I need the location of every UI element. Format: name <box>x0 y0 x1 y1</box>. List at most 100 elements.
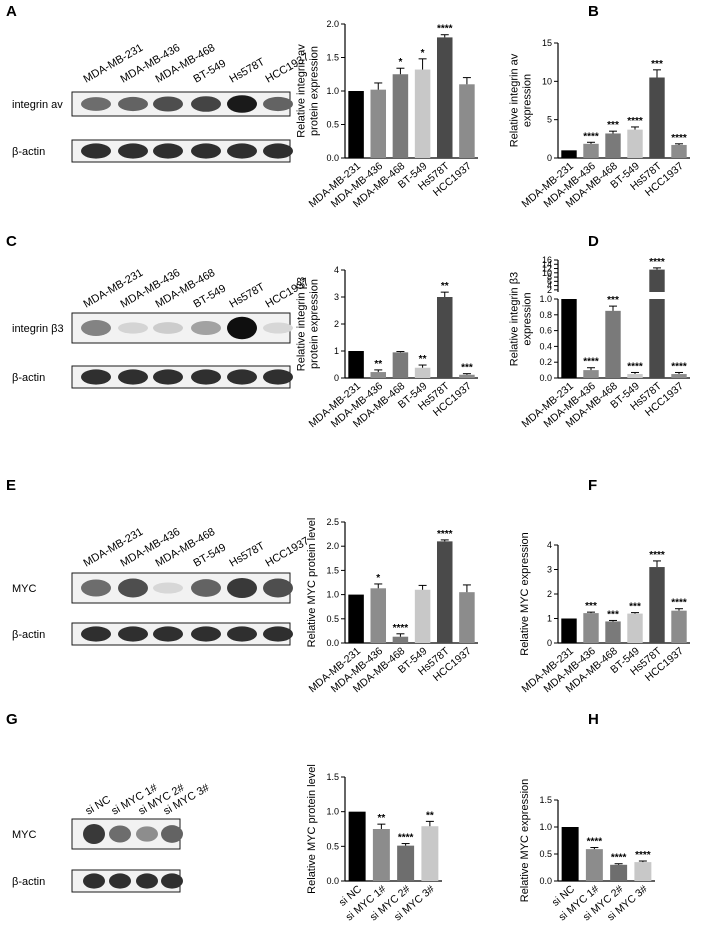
y-tick-label: 1.0 <box>539 822 552 832</box>
y-tick-label: 1.5 <box>326 565 339 575</box>
y-tick-label: 0.2 <box>539 357 552 367</box>
bar <box>414 589 431 643</box>
y-tick-label: 3 <box>334 292 339 302</box>
protein-label: β-actin <box>12 629 45 641</box>
lane-label: Hs578T <box>228 281 268 311</box>
blot-band <box>81 320 111 336</box>
protein-label: β-actin <box>12 372 45 384</box>
significance-label: ** <box>426 810 434 821</box>
y-axis-label-line: protein expression <box>309 279 321 369</box>
chart-d-bar: 0.00.20.40.60.81.0246810121416**********… <box>509 255 690 430</box>
blot-band <box>227 577 257 599</box>
protein-label: integrin av <box>12 99 63 111</box>
bar <box>414 69 431 158</box>
bar <box>392 352 409 378</box>
y-tick-label: 1.0 <box>539 294 552 304</box>
y-tick-label: 0 <box>547 638 552 648</box>
blot-band <box>136 826 158 842</box>
bar <box>627 374 643 378</box>
y-tick-label: 1.5 <box>539 795 552 805</box>
bar <box>671 610 687 643</box>
blot-band <box>263 578 293 598</box>
blot-band <box>263 369 293 385</box>
blot-band <box>118 96 148 112</box>
significance-label: ** <box>377 813 385 824</box>
bar <box>370 89 387 158</box>
blot-band <box>191 369 221 385</box>
y-axis-label: Relative integrin β3protein expression <box>296 277 321 371</box>
y-axis-label: Relative integrin avexpression <box>509 53 534 147</box>
bar <box>370 372 387 378</box>
bar <box>561 827 579 881</box>
panel-label-b: B <box>588 3 599 20</box>
chart-f-bar: 01234*****************MDA-MB-231MDA-MB-4… <box>519 532 690 695</box>
y-axis-label-line: protein expression <box>309 46 321 136</box>
significance-label: ** <box>419 354 427 365</box>
y-axis-label-line: Relative MYC expression <box>519 532 531 656</box>
bar <box>370 588 387 643</box>
blot-band <box>263 322 293 334</box>
bar <box>671 144 687 158</box>
blot-band <box>118 143 148 159</box>
y-tick-label: 0.5 <box>326 614 339 624</box>
y-tick-label: 6 <box>547 276 552 286</box>
y-axis-label-line: expression <box>522 292 534 345</box>
significance-label: **** <box>635 850 651 861</box>
bar <box>649 567 665 643</box>
y-tick-label: 1.0 <box>326 590 339 600</box>
protein-label: integrin β3 <box>12 323 64 335</box>
y-tick-label: 0.4 <box>539 341 552 351</box>
blot-band <box>191 320 221 336</box>
blot-band <box>118 322 148 334</box>
y-axis-label: Relative integrin β3expression <box>509 272 534 366</box>
blot-band <box>83 823 105 845</box>
blot-band <box>118 369 148 385</box>
bar <box>392 74 409 158</box>
significance-label: *** <box>607 609 619 620</box>
bar <box>372 829 390 881</box>
bar <box>561 299 577 378</box>
y-tick-label: 0.0 <box>539 876 552 886</box>
y-tick-label: 0.5 <box>326 841 339 851</box>
bar <box>561 150 577 158</box>
bar <box>585 849 603 881</box>
y-tick-label: 4 <box>334 265 339 275</box>
panel-label-f: F <box>588 477 597 494</box>
blot-band <box>81 97 111 111</box>
chart-a-bar: 0.00.51.01.52.0******MDA-MB-231MDA-MB-43… <box>296 19 478 210</box>
significance-label: * <box>398 57 402 68</box>
significance-label: * <box>421 48 425 59</box>
blot-band <box>153 143 183 159</box>
y-axis-label-line: Relative integrin av <box>296 44 308 138</box>
blot-band <box>191 626 221 642</box>
bar <box>397 845 415 881</box>
significance-label: ** <box>441 281 449 292</box>
y-axis-label: Relative MYC expression <box>519 532 531 656</box>
bar <box>627 129 643 158</box>
panel-label-h: H <box>588 711 599 728</box>
significance-label: **** <box>627 361 643 372</box>
significance-label: **** <box>627 116 643 127</box>
bar <box>605 133 621 158</box>
bar <box>605 621 621 643</box>
bar <box>605 310 621 378</box>
significance-label: *** <box>585 601 597 612</box>
blot-band <box>227 626 257 642</box>
lane-label: Hs578T <box>228 56 268 86</box>
y-axis-label-line: Relative MYC protein level <box>306 764 318 894</box>
blot-band <box>153 96 183 112</box>
y-tick-label: 1.0 <box>326 86 339 96</box>
significance-label: **** <box>398 833 414 844</box>
blot-band <box>263 96 293 112</box>
bar <box>627 613 643 643</box>
bar <box>348 811 366 881</box>
blot-band <box>227 143 257 159</box>
y-tick-label: 0.5 <box>539 849 552 859</box>
panel-label-c: C <box>6 233 17 250</box>
y-tick-label: 3 <box>547 565 552 575</box>
blot-band <box>81 369 111 385</box>
y-tick-label: 10 <box>542 76 552 86</box>
